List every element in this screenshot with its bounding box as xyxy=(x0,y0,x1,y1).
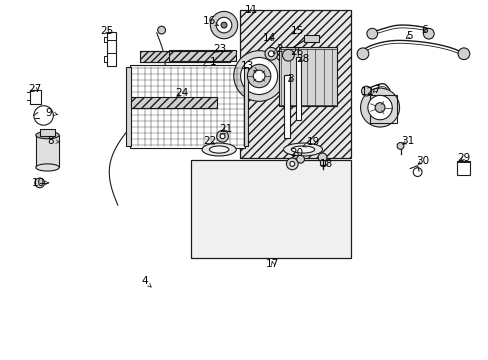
Text: 28: 28 xyxy=(296,54,309,64)
Bar xyxy=(243,67,248,146)
Bar xyxy=(130,65,244,148)
Bar xyxy=(278,47,336,107)
Text: 19: 19 xyxy=(302,138,320,147)
Text: 29: 29 xyxy=(456,153,469,163)
Ellipse shape xyxy=(396,143,403,149)
Text: 1: 1 xyxy=(203,57,216,67)
Ellipse shape xyxy=(210,12,237,39)
Bar xyxy=(140,51,229,62)
Text: 20: 20 xyxy=(290,148,303,158)
Ellipse shape xyxy=(283,143,322,156)
Text: 9: 9 xyxy=(45,108,58,118)
Ellipse shape xyxy=(202,143,236,156)
Text: 24: 24 xyxy=(175,88,188,98)
Text: 4: 4 xyxy=(141,276,151,287)
Text: 30: 30 xyxy=(415,156,428,166)
Bar xyxy=(284,75,290,138)
Bar xyxy=(36,135,59,167)
Ellipse shape xyxy=(361,86,370,96)
Ellipse shape xyxy=(289,161,294,166)
Ellipse shape xyxy=(216,17,231,33)
Bar xyxy=(126,67,131,146)
Ellipse shape xyxy=(36,132,59,139)
Ellipse shape xyxy=(240,58,277,95)
Text: 3: 3 xyxy=(287,74,294,84)
Text: 17: 17 xyxy=(265,259,279,269)
Bar xyxy=(190,160,350,258)
Text: 25: 25 xyxy=(100,26,113,36)
Text: 6: 6 xyxy=(421,25,427,35)
Ellipse shape xyxy=(374,103,384,112)
Text: 23: 23 xyxy=(213,44,226,54)
Ellipse shape xyxy=(36,164,59,171)
Text: 22: 22 xyxy=(203,136,216,146)
Ellipse shape xyxy=(318,153,326,162)
Text: 26: 26 xyxy=(290,46,303,57)
Ellipse shape xyxy=(264,48,277,60)
Bar xyxy=(107,32,116,66)
Ellipse shape xyxy=(296,155,304,163)
Bar xyxy=(131,97,216,108)
Ellipse shape xyxy=(253,70,264,82)
Bar xyxy=(320,160,325,165)
Polygon shape xyxy=(239,10,350,158)
Ellipse shape xyxy=(247,64,270,88)
Text: 12: 12 xyxy=(360,87,373,97)
Text: 13: 13 xyxy=(240,61,257,71)
Bar xyxy=(30,90,41,104)
Ellipse shape xyxy=(221,22,226,28)
Bar xyxy=(369,95,396,123)
Bar xyxy=(456,161,469,175)
Bar xyxy=(295,57,300,120)
Ellipse shape xyxy=(291,146,314,153)
Ellipse shape xyxy=(457,48,469,60)
Text: 31: 31 xyxy=(401,136,414,146)
Bar xyxy=(168,50,236,61)
Ellipse shape xyxy=(158,26,165,34)
Ellipse shape xyxy=(209,146,228,153)
Ellipse shape xyxy=(367,95,391,120)
Text: 14: 14 xyxy=(263,33,276,43)
Text: 18: 18 xyxy=(319,159,332,169)
Ellipse shape xyxy=(220,134,224,139)
Text: 11: 11 xyxy=(244,5,258,15)
Ellipse shape xyxy=(360,88,399,127)
Ellipse shape xyxy=(356,48,368,60)
Ellipse shape xyxy=(286,158,298,170)
Text: 15: 15 xyxy=(290,26,303,36)
Ellipse shape xyxy=(35,178,44,188)
Text: 21: 21 xyxy=(219,124,232,134)
Ellipse shape xyxy=(268,51,274,57)
Ellipse shape xyxy=(233,51,284,101)
Text: 8: 8 xyxy=(47,136,60,145)
Text: 7: 7 xyxy=(372,85,379,95)
Ellipse shape xyxy=(423,28,433,39)
Text: 16: 16 xyxy=(203,17,219,27)
Bar xyxy=(40,129,55,135)
Text: 5: 5 xyxy=(405,31,412,41)
Text: 2: 2 xyxy=(273,44,283,54)
Ellipse shape xyxy=(366,28,377,39)
Ellipse shape xyxy=(216,130,228,142)
Bar xyxy=(304,35,318,42)
Text: 10: 10 xyxy=(32,178,48,188)
Text: 27: 27 xyxy=(28,84,41,94)
Ellipse shape xyxy=(282,49,294,61)
